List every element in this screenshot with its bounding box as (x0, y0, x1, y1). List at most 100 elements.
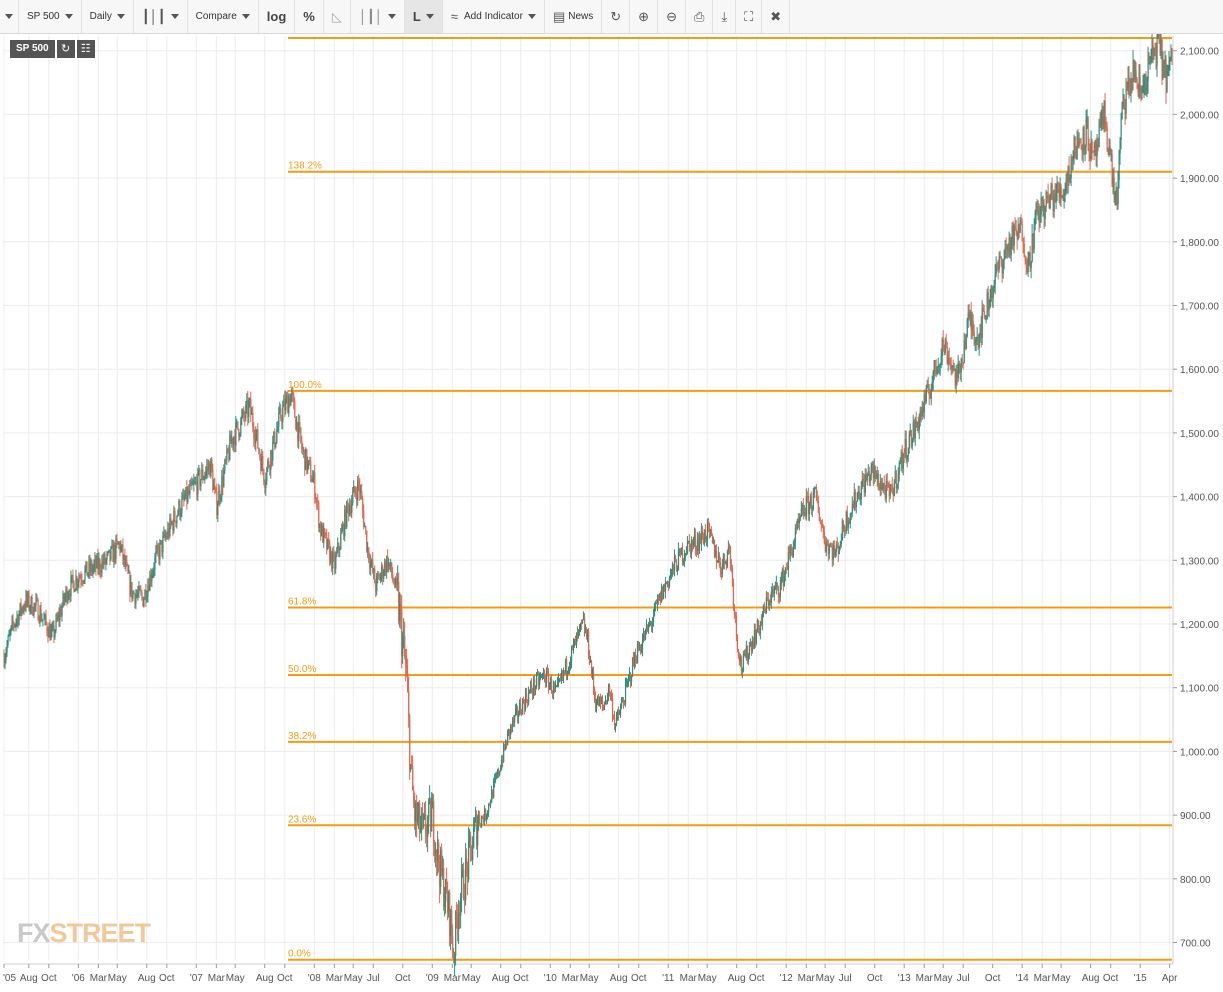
candle-body (265, 481, 267, 489)
candle-body (526, 693, 528, 701)
candle-body (430, 799, 432, 832)
candle-body (1059, 186, 1061, 198)
candle-body (829, 545, 831, 547)
candle-body (798, 518, 801, 524)
candle-body (875, 478, 877, 480)
candle-body (625, 682, 628, 684)
candle-body (1025, 260, 1027, 268)
candle-body (194, 481, 196, 483)
reload-series-button[interactable]: ↻ (56, 40, 75, 58)
candle-body (558, 679, 560, 682)
candle-body (899, 462, 901, 464)
compare-button[interactable]: Compare (188, 0, 259, 33)
candle-body (1071, 158, 1073, 162)
zoom-in-button[interactable]: ⊕ (630, 0, 659, 33)
candle-body (300, 427, 302, 441)
series-settings-button[interactable]: ☷ (76, 40, 95, 58)
add-indicator-button[interactable]: ≈ Add Indicator (443, 0, 545, 33)
candle-body (675, 561, 678, 571)
candle-body (538, 674, 540, 685)
candle-body (495, 776, 497, 780)
news-button[interactable]: ▤ News (545, 0, 603, 33)
candle-body (616, 712, 619, 715)
candle-body (425, 814, 427, 836)
candle-body (196, 481, 198, 495)
candle-body (492, 790, 494, 798)
candle-body (334, 556, 336, 569)
candle-body (537, 674, 539, 676)
interval-selector[interactable]: Daily (82, 0, 134, 33)
candle-body (551, 679, 553, 694)
candle-body (66, 588, 68, 602)
percent-scale-button[interactable]: % (295, 0, 324, 33)
candle-body (876, 473, 878, 479)
refresh-button[interactable]: ↻ (602, 0, 631, 33)
candle-body (490, 802, 492, 805)
line-type-selector[interactable]: L (404, 0, 443, 33)
candle-body (21, 607, 23, 613)
candle-body (608, 685, 611, 694)
candle-body (939, 364, 941, 366)
candle-body (808, 501, 811, 515)
candle-body (189, 485, 191, 494)
candle-body (695, 549, 698, 551)
candle-body (251, 412, 253, 415)
candle-body (120, 546, 122, 552)
log-scale-button[interactable]: log (259, 0, 296, 33)
candle-body (1011, 225, 1013, 240)
x-tick-label: Mar (208, 973, 226, 984)
zoom-out-button[interactable]: ⊖ (658, 0, 686, 33)
candle-body (22, 607, 24, 611)
download-png-button[interactable]: ⤓ (713, 0, 737, 33)
candle-body (1116, 187, 1118, 205)
candle-body (39, 608, 41, 622)
fullscreen-button[interactable]: ⛶ (736, 0, 763, 33)
candle-body (615, 714, 618, 725)
volume-selector[interactable]: │┃│ (351, 0, 405, 33)
candle-body (955, 369, 957, 386)
candle-body (681, 547, 684, 563)
candle-body (262, 456, 264, 470)
candle-body (628, 673, 631, 677)
x-tick-label: Oct (749, 973, 765, 984)
candle-body (56, 617, 58, 620)
candle-body (165, 536, 167, 538)
candle-body (1039, 214, 1041, 223)
candle-body (476, 814, 478, 846)
menu-dropdown[interactable] (0, 0, 19, 33)
candle-body (54, 630, 56, 637)
candle-body (341, 530, 343, 535)
candle-body (35, 599, 37, 606)
candle-body (197, 470, 199, 495)
candle-body (374, 569, 376, 584)
candle-body (352, 492, 354, 503)
candle-body (748, 645, 751, 655)
candle-body (703, 530, 706, 544)
candle-body (1088, 149, 1090, 153)
candle-body (505, 742, 507, 750)
print-button[interactable]: ⎙ (686, 0, 714, 33)
candle-body (200, 479, 202, 487)
fib-label: 23.6% (288, 814, 316, 825)
candle-body (145, 590, 147, 601)
candle-body (261, 456, 263, 471)
candle-body (222, 475, 224, 487)
candle-body (586, 629, 588, 639)
candle-body (914, 420, 916, 439)
symbol-selector[interactable]: SP 500 (19, 0, 82, 33)
candle-body (640, 649, 643, 652)
chart-style-selector[interactable]: ┃│┃ (134, 0, 188, 33)
candle-body (543, 673, 545, 675)
candle-body (232, 438, 234, 445)
price-chart[interactable]: 138.2% 100.0% 61.8% 50.0% 38.2% 23.6% 0.0% 700… (0, 34, 1223, 992)
area-chart-button[interactable]: ◺ (324, 0, 351, 33)
candle-body (597, 695, 600, 707)
candle-body (1108, 146, 1110, 153)
candle-body (1061, 195, 1063, 197)
mute-button[interactable]: ✖ (762, 0, 791, 33)
candle-body (508, 729, 510, 733)
candle-body (1009, 238, 1011, 256)
candle-body (64, 596, 66, 602)
candle-body (276, 430, 278, 443)
series-badge[interactable]: SP 500 (10, 40, 55, 58)
